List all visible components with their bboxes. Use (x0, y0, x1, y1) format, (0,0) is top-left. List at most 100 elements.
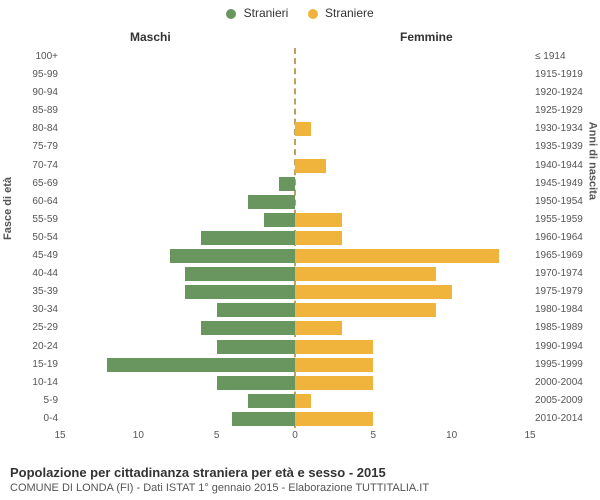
chart-row (60, 120, 530, 138)
bar-male (217, 340, 295, 354)
bar-female (295, 358, 373, 372)
chart-row (60, 175, 530, 193)
age-label: 55-59 (18, 211, 58, 229)
legend: Stranieri Straniere (0, 6, 600, 20)
x-tick: 15 (524, 430, 535, 441)
bar-male (217, 376, 295, 390)
chart-row (60, 193, 530, 211)
chart-row (60, 66, 530, 84)
age-label: 50-54 (18, 229, 58, 247)
birth-year-label: 1935-1939 (535, 138, 595, 156)
age-label: 5-9 (18, 392, 58, 410)
birth-year-label: 1975-1979 (535, 283, 595, 301)
bar-female (295, 340, 373, 354)
legend-male-label: Stranieri (244, 6, 289, 20)
age-label: 75-79 (18, 138, 58, 156)
chart-subtitle: COMUNE DI LONDA (FI) - Dati ISTAT 1° gen… (10, 482, 429, 494)
age-label: 10-14 (18, 374, 58, 392)
birth-year-label: 1980-1984 (535, 301, 595, 319)
chart-row (60, 283, 530, 301)
bar-male (279, 177, 295, 191)
chart-row (60, 211, 530, 229)
birth-year-label: 1920-1924 (535, 84, 595, 102)
birth-year-label: 2010-2014 (535, 410, 595, 428)
bar-male (232, 412, 295, 426)
bar-female (295, 303, 436, 317)
birth-year-label: 1970-1974 (535, 265, 595, 283)
bar-male (170, 249, 295, 263)
x-tick: 10 (446, 430, 457, 441)
chart-row (60, 102, 530, 120)
birth-year-label: 1965-1969 (535, 247, 595, 265)
bar-male (185, 267, 295, 281)
bar-male (264, 213, 295, 227)
age-label: 45-49 (18, 247, 58, 265)
bar-female (295, 231, 342, 245)
chart-row (60, 48, 530, 66)
chart-row (60, 265, 530, 283)
age-label: 0-4 (18, 410, 58, 428)
age-label: 80-84 (18, 120, 58, 138)
bar-female (295, 159, 326, 173)
bar-female (295, 376, 373, 390)
y-axis-left-title: Fasce di età (2, 177, 14, 240)
bar-female (295, 249, 499, 263)
birth-year-label: 1930-1934 (535, 120, 595, 138)
birth-year-label: 2000-2004 (535, 374, 595, 392)
birth-year-label: 2005-2009 (535, 392, 595, 410)
chart-row (60, 247, 530, 265)
population-pyramid-chart: Stranieri Straniere Maschi Femmine Fasce… (0, 0, 600, 500)
chart-row (60, 301, 530, 319)
age-label: 15-19 (18, 356, 58, 374)
bar-male (248, 195, 295, 209)
birth-year-label: 1915-1919 (535, 66, 595, 84)
age-label: 70-74 (18, 157, 58, 175)
bar-male (217, 303, 295, 317)
chart-row (60, 356, 530, 374)
legend-female: Straniere (308, 6, 374, 20)
birth-year-label: ≤ 1914 (535, 48, 595, 66)
x-tick: 0 (292, 430, 298, 441)
bar-male (248, 394, 295, 408)
bar-male (107, 358, 295, 372)
bar-male (201, 321, 295, 335)
x-tick: 10 (133, 430, 144, 441)
chart-title: Popolazione per cittadinanza straniera p… (10, 465, 429, 480)
age-label: 35-39 (18, 283, 58, 301)
birth-year-label: 1945-1949 (535, 175, 595, 193)
age-label: 30-34 (18, 301, 58, 319)
birth-year-label: 1925-1929 (535, 102, 595, 120)
plot-area (60, 48, 530, 428)
chart-footer: Popolazione per cittadinanza straniera p… (10, 465, 429, 494)
age-label: 90-94 (18, 84, 58, 102)
age-label: 20-24 (18, 338, 58, 356)
birth-year-label: 1960-1964 (535, 229, 595, 247)
chart-row (60, 229, 530, 247)
bar-female (295, 122, 311, 136)
chart-row (60, 410, 530, 428)
bar-male (201, 231, 295, 245)
age-label: 85-89 (18, 102, 58, 120)
birth-year-label: 1940-1944 (535, 157, 595, 175)
birth-year-label: 1955-1959 (535, 211, 595, 229)
bar-female (295, 394, 311, 408)
birth-year-label: 1985-1989 (535, 319, 595, 337)
bar-female (295, 213, 342, 227)
birth-year-label: 1990-1994 (535, 338, 595, 356)
x-tick: 5 (214, 430, 220, 441)
x-tick: 15 (54, 430, 65, 441)
chart-row (60, 319, 530, 337)
chart-row (60, 392, 530, 410)
legend-female-label: Straniere (325, 6, 374, 20)
birth-year-label: 1995-1999 (535, 356, 595, 374)
legend-male: Stranieri (226, 6, 288, 20)
bar-female (295, 267, 436, 281)
chart-row (60, 84, 530, 102)
bar-female (295, 285, 452, 299)
column-title-female: Femmine (400, 30, 453, 44)
chart-row (60, 157, 530, 175)
legend-female-swatch (308, 9, 318, 19)
age-label: 25-29 (18, 319, 58, 337)
legend-male-swatch (226, 9, 236, 19)
chart-row (60, 338, 530, 356)
